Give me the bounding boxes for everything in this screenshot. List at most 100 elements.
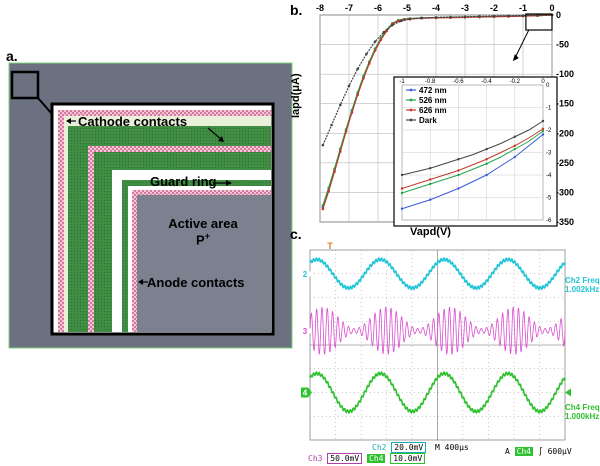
ch2-marker: 2 — [303, 270, 308, 279]
iv-data-point — [330, 123, 333, 127]
iv-inset-y-tick-label: -1 — [546, 106, 552, 112]
iv-legend-label: 472 nm — [419, 86, 447, 95]
iv-inset-x-tick-label: -0.4 — [481, 79, 492, 85]
iv-inset-data-point — [429, 198, 432, 201]
detector-layout-diagram — [8, 62, 293, 349]
iv-y-tick-label: -100 — [556, 69, 574, 79]
iv-x-tick-label: -4 — [432, 3, 440, 13]
iv-data-point — [449, 15, 452, 19]
iv-inset-data-point — [429, 167, 432, 170]
iv-data-point — [333, 170, 336, 174]
ch2-right-readout: Ch2 Freq 1.002kHz — [565, 276, 600, 294]
iv-inset-series-line — [401, 130, 544, 194]
ch2-status-label: Ch2 — [372, 443, 387, 452]
iv-data-point — [391, 23, 394, 27]
iv-data-point — [463, 15, 467, 19]
iv-legend-label: Dark — [419, 116, 437, 125]
ch2-status-value: 20.0mV — [391, 442, 427, 453]
iv-y-tick-label: -250 — [556, 158, 574, 168]
cathode-pointer-2 — [207, 127, 223, 141]
iv-x-tick-label: -8 — [316, 3, 324, 13]
iv-data-point — [339, 150, 342, 153]
iv-data-point — [492, 14, 496, 18]
iv-legend-label: 526 nm — [419, 96, 447, 105]
panel-b-label: b. — [290, 2, 303, 18]
iv-data-point — [373, 49, 377, 52]
iv-x-tick-label: -2 — [490, 3, 498, 13]
zoom-layers — [58, 110, 271, 332]
ch4-freq-value: 1.000kHz — [565, 412, 600, 421]
trigger-slope-icon: ∫ — [537, 447, 543, 456]
panel-c-label: c. — [290, 226, 302, 242]
iv-inset-data-point — [485, 158, 488, 161]
trigger-readout: A Ch4 ∫ 600μV — [505, 447, 572, 456]
iv-data-point — [321, 143, 325, 147]
oscilloscope-screen: 2 3 4 T — [300, 240, 600, 466]
iv-data-point — [420, 16, 423, 20]
trigger-position-marker: T — [327, 241, 333, 251]
active-area — [137, 195, 271, 332]
iv-inset-data-point — [457, 158, 460, 161]
iv-data-point — [339, 103, 342, 107]
iv-inset-y-tick-label: -3 — [546, 151, 552, 157]
iv-inset-data-point — [485, 173, 488, 177]
active-area-label: Active area P+ — [168, 216, 238, 247]
iv-x-tick-label: -3 — [461, 3, 469, 13]
trigger-level-arrow — [565, 388, 571, 397]
guard-ring-label: Guard ring — [150, 174, 217, 189]
ch4-marker: 4 — [303, 389, 308, 398]
iv-data-point — [385, 29, 388, 33]
iv-x-tick-label: -7 — [345, 3, 353, 13]
iv-inset-data-point — [400, 173, 404, 177]
ch3-marker: 3 — [303, 327, 308, 336]
scope-status-bar: Ch2 20.0mV M 400μs Ch3 50.0mV Ch4 10.0mV… — [300, 441, 600, 466]
iv-inset-data-point — [541, 119, 545, 123]
iv-x-tick-label: -1 — [519, 3, 527, 13]
iv-inset-y-tick-label: 0 — [546, 83, 550, 89]
iv-inset-data-point — [400, 207, 404, 210]
iv-data-point — [434, 16, 438, 19]
iv-inset-x-tick-label: 0 — [541, 79, 545, 85]
iv-data-point — [362, 76, 365, 80]
trigger-mode: A — [505, 447, 510, 456]
ch3-status-label: Ch3 — [308, 454, 323, 463]
iv-x-tick-label: 0 — [549, 3, 554, 13]
ch4-status-label: Ch4 — [367, 454, 386, 463]
iv-data-point — [344, 130, 348, 133]
iv-data-point — [350, 111, 354, 114]
iv-data-point — [521, 14, 525, 17]
iv-inset-data-point — [485, 162, 488, 165]
iv-inset-y-tick-label: -4 — [546, 173, 552, 179]
iv-inset-data-point — [541, 127, 545, 131]
iv-inset-y-tick-label: -2 — [546, 128, 552, 134]
iv-legend-marker — [409, 108, 413, 112]
iv-y-tick-label: -50 — [556, 40, 569, 50]
active-area-line2: P+ — [196, 231, 210, 248]
iv-legend-label: 626 nm — [419, 106, 447, 115]
iv-inset-data-point — [429, 182, 432, 186]
iv-data-point — [478, 15, 481, 18]
iv-chart: -8 -7 -6 -5 -4 -3 -2 -1 00-50-100-150-200-250-30… — [316, 3, 574, 227]
ch4-right-readout: Ch4 Freq 1.000kHz — [565, 403, 600, 421]
iv-legend-marker — [409, 98, 413, 102]
anode-contacts-label: Anode contacts — [147, 275, 245, 290]
iv-data-point — [373, 40, 377, 43]
iv-inset-data-point — [541, 129, 545, 133]
iv-inset-data-point — [400, 187, 404, 190]
ch2-marker-bg — [301, 268, 312, 279]
iv-y-tick-label: -350 — [556, 217, 574, 227]
cathode-contacts-label: Cathode contacts — [78, 114, 188, 129]
iv-data-point — [356, 67, 359, 71]
iv-data-point — [379, 38, 383, 42]
iv-data-point — [399, 19, 403, 23]
iv-y-tick-label: -200 — [556, 128, 574, 138]
iv-y-tick-label: 0 — [556, 10, 561, 20]
ch4-marker-bg — [301, 387, 312, 398]
iv-inset-series-line — [401, 134, 544, 210]
iv-y-axis-label: Iapd(μA) — [290, 73, 302, 118]
iv-zoom-pointer — [513, 29, 530, 60]
iv-inset-data-point — [457, 173, 460, 177]
iv-y-tick-label: -300 — [556, 187, 574, 197]
scope-trace-ch3 — [309, 307, 566, 356]
iv-data-point — [408, 17, 412, 21]
